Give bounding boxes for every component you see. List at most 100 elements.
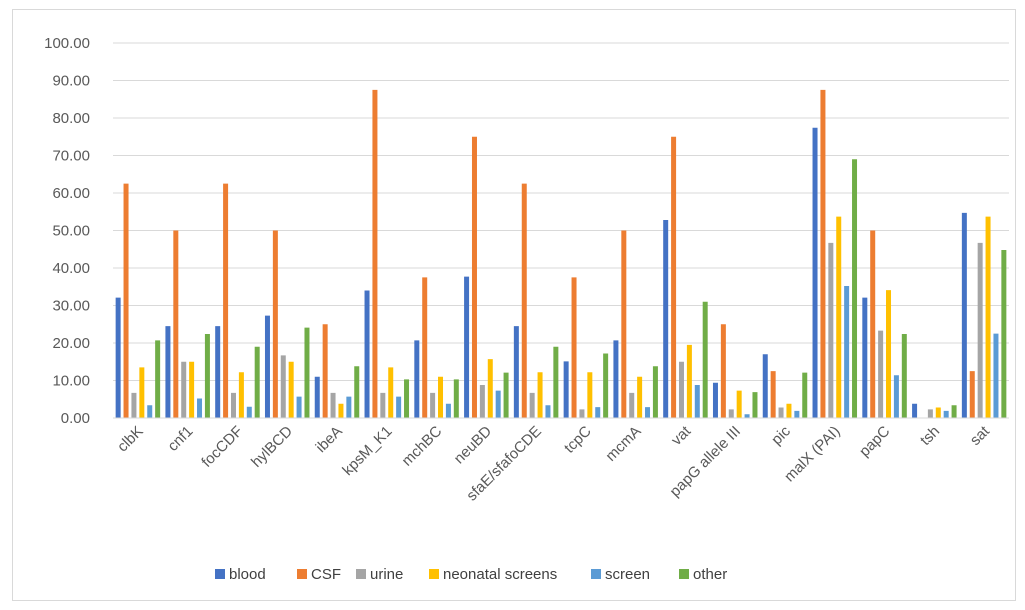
bar-neonatal-screens bbox=[487, 359, 493, 419]
bar-other bbox=[802, 372, 808, 419]
legend-label: urine bbox=[370, 566, 403, 583]
bar-other bbox=[354, 366, 360, 418]
bar-blood bbox=[215, 326, 221, 419]
bar-csf bbox=[471, 136, 477, 418]
bar-screen bbox=[296, 396, 302, 419]
x-tick-label: clbK bbox=[114, 423, 147, 456]
bar-screen bbox=[445, 403, 451, 418]
y-tick-label: 10.00 bbox=[52, 373, 90, 390]
bar-urine bbox=[479, 385, 485, 418]
y-axis-tick-labels: 0.00 10.00 20.00 30.00 40.00 50.00 60.00 70.00 8… bbox=[44, 35, 90, 427]
legend-swatch-neonatal-screens bbox=[429, 569, 439, 579]
y-tick-label: 50.00 bbox=[52, 223, 90, 240]
bar-screen bbox=[694, 385, 700, 418]
bar-blood bbox=[314, 376, 320, 418]
bar-other bbox=[453, 379, 459, 419]
bar-urine bbox=[728, 409, 734, 419]
bar-blood bbox=[663, 220, 669, 418]
bar-screen bbox=[495, 390, 501, 419]
bar-csf bbox=[969, 371, 975, 419]
bar-urine bbox=[778, 407, 784, 418]
bar-blood bbox=[115, 297, 121, 419]
bar-other bbox=[752, 392, 758, 419]
bar-other bbox=[652, 366, 658, 418]
x-tick-label: sat bbox=[967, 422, 994, 449]
x-tick-label: vat bbox=[668, 422, 695, 449]
bars bbox=[115, 89, 1007, 419]
x-tick-label: mcmA bbox=[602, 423, 644, 465]
bar-neonatal-screens bbox=[886, 290, 892, 419]
bar-other bbox=[304, 327, 310, 419]
x-tick-label: tsh bbox=[917, 423, 943, 449]
bar-screen bbox=[893, 375, 899, 418]
bar-neonatal-screens bbox=[836, 216, 842, 419]
bar-urine bbox=[878, 330, 884, 419]
bar-blood bbox=[513, 326, 519, 419]
bar-urine bbox=[280, 355, 286, 419]
x-tick-label: mchBC bbox=[399, 423, 446, 470]
bar-screen bbox=[147, 405, 153, 418]
bar-urine bbox=[828, 242, 834, 419]
bar-screen bbox=[396, 396, 402, 419]
bar-urine bbox=[927, 409, 933, 419]
bar-urine bbox=[529, 392, 535, 419]
bar-other bbox=[901, 334, 907, 418]
x-tick-label: papC bbox=[856, 423, 893, 460]
bar-other bbox=[702, 301, 708, 418]
x-tick-label: ibeA bbox=[313, 423, 346, 456]
bar-urine bbox=[380, 392, 386, 419]
x-tick-label: kpsM_K1 bbox=[339, 423, 395, 479]
bar-blood bbox=[264, 315, 270, 419]
bar-other bbox=[503, 372, 509, 419]
bar-neonatal-screens bbox=[736, 390, 742, 419]
x-tick-label: tcpC bbox=[561, 423, 595, 457]
bar-csf bbox=[621, 230, 627, 418]
bar-screen bbox=[794, 410, 800, 419]
bar-csf bbox=[571, 277, 577, 419]
bar-screen bbox=[595, 407, 601, 419]
bar-csf bbox=[422, 277, 428, 419]
bar-neonatal-screens bbox=[587, 372, 593, 418]
legend-label: screen bbox=[605, 566, 650, 583]
bar-blood bbox=[912, 403, 918, 418]
bar-neonatal-screens bbox=[786, 403, 792, 418]
bar-urine bbox=[678, 361, 684, 418]
x-tick-label: focCDF bbox=[198, 423, 246, 471]
bar-screen bbox=[645, 407, 651, 419]
bar-screen bbox=[993, 333, 999, 419]
bar-urine bbox=[430, 392, 436, 419]
bar-other bbox=[603, 353, 609, 418]
bar-neonatal-screens bbox=[686, 344, 692, 419]
legend-label: other bbox=[693, 566, 727, 583]
bar-urine bbox=[977, 242, 983, 419]
bar-chart: 0.00 10.00 20.00 30.00 40.00 50.00 60.00 70.00 8… bbox=[44, 35, 1009, 583]
bar-urine bbox=[629, 392, 635, 419]
x-tick-label: cnf1 bbox=[164, 423, 196, 455]
bar-urine bbox=[181, 361, 187, 418]
bar-blood bbox=[613, 340, 619, 419]
bar-csf bbox=[671, 136, 677, 418]
bar-csf bbox=[521, 183, 527, 419]
bar-neonatal-screens bbox=[388, 367, 394, 419]
y-tick-label: 90.00 bbox=[52, 73, 90, 90]
bar-csf bbox=[322, 324, 328, 418]
bar-other bbox=[155, 340, 161, 419]
legend-label: blood bbox=[229, 566, 266, 583]
bar-neonatal-screens bbox=[985, 216, 991, 419]
y-tick-label: 20.00 bbox=[52, 335, 90, 352]
bar-neonatal-screens bbox=[537, 372, 543, 418]
chart-frame: 0.00 10.00 20.00 30.00 40.00 50.00 60.00 70.00 8… bbox=[12, 9, 1016, 601]
bar-screen bbox=[197, 398, 203, 418]
bar-other bbox=[404, 379, 410, 419]
bar-blood bbox=[961, 212, 967, 418]
bar-neonatal-screens bbox=[637, 376, 643, 418]
y-tick-label: 0.00 bbox=[61, 410, 90, 427]
bar-neonatal-screens bbox=[139, 367, 145, 419]
bar-blood bbox=[712, 382, 718, 418]
bar-neonatal-screens bbox=[438, 376, 444, 418]
legend-label: neonatal screens bbox=[443, 566, 557, 583]
bar-neonatal-screens bbox=[189, 361, 195, 418]
legend-swatch-blood bbox=[215, 569, 225, 579]
bar-screen bbox=[246, 406, 252, 418]
